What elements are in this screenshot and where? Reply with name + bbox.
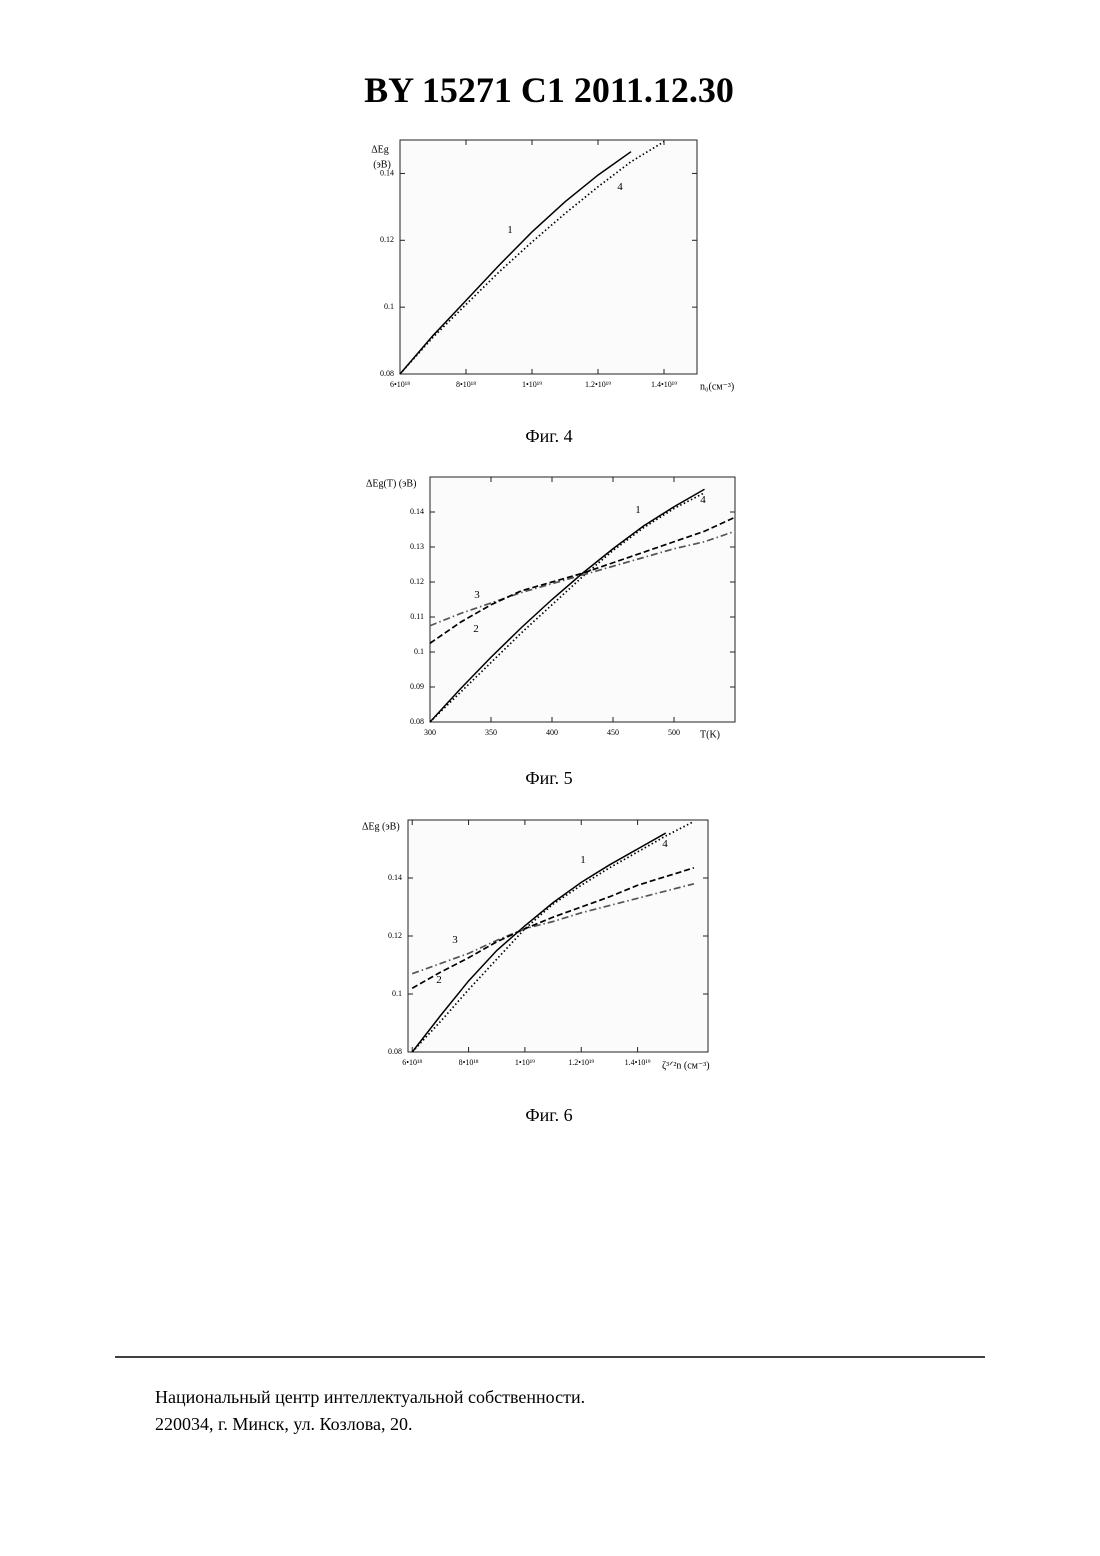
y-tick-label: 0.14 [410,507,424,516]
page: BY 15271 C1 2011.12.30 Национальный цент… [0,0,1100,1556]
curve-label: 1 [580,854,586,866]
x-tick-label: 1.2•10¹⁹ [568,1058,594,1067]
x-tick-label: 8•10¹⁸ [459,1058,479,1067]
footer-line: 220034, г. Минск, ул. Козлова, 20. [155,1414,413,1434]
y-tick-label: 0.1 [384,302,394,311]
curve-label: 3 [474,589,480,601]
y-axis-label: (эВ) [373,159,391,170]
x-tick-label: 1.4•10¹⁹ [651,380,677,389]
x-tick-label: 8•10¹⁸ [456,380,476,389]
y-tick-label: 0.08 [410,717,424,726]
y-tick-label: 0.11 [410,612,424,621]
footer-line: Национальный центр интеллектуальной собс… [155,1387,585,1407]
x-tick-label: 300 [424,728,436,737]
x-tick-label: 6•10¹⁸ [390,380,410,389]
curve-label: 2 [436,974,442,986]
x-axis-label: ζ³ᐟ²n (см⁻³) [662,1060,710,1071]
curve-label: 4 [700,494,706,506]
x-tick-label: 400 [546,728,558,737]
x-tick-label: 6•10¹⁸ [402,1058,422,1067]
curve-label: 1 [635,504,641,516]
document-title: BY 15271 C1 2011.12.30 [364,70,734,110]
curve-label: 2 [473,623,479,635]
curve-label: 1 [507,224,513,236]
curve-label: 3 [452,934,458,946]
x-axis-label: T(K) [700,729,720,740]
y-tick-label: 0.09 [410,682,424,691]
x-axis-label: n₀(см⁻³) [700,381,734,392]
x-tick-label: 350 [485,728,497,737]
y-axis-label: ΔEg (эВ) [362,821,400,832]
x-tick-label: 1.4•10¹⁹ [625,1058,651,1067]
y-tick-label: 0.14 [388,873,402,882]
figure-caption: Фиг. 4 [525,426,572,446]
x-tick-label: 450 [607,728,619,737]
x-tick-label: 500 [668,728,680,737]
y-tick-label: 0.1 [392,989,402,998]
x-tick-label: 1•10¹⁹ [515,1058,535,1067]
plot-frame [400,140,697,374]
y-tick-label: 0.13 [410,542,424,551]
y-tick-label: 0.08 [388,1047,402,1056]
y-axis-label: ΔEg [371,144,389,155]
figure-caption: Фиг. 6 [525,1105,572,1125]
x-tick-label: 1.2•10¹⁹ [585,380,611,389]
curve-label: 4 [662,838,668,850]
y-tick-label: 0.08 [380,369,394,378]
figure-caption: Фиг. 5 [525,768,572,788]
y-tick-label: 0.12 [380,235,394,244]
y-axis-label: ΔEg(T) (эВ) [366,478,416,489]
x-tick-label: 1•10¹⁹ [522,380,542,389]
y-tick-label: 0.12 [410,577,424,586]
y-tick-label: 0.1 [414,647,424,656]
y-tick-label: 0.12 [388,931,402,940]
curve-label: 4 [617,181,623,193]
